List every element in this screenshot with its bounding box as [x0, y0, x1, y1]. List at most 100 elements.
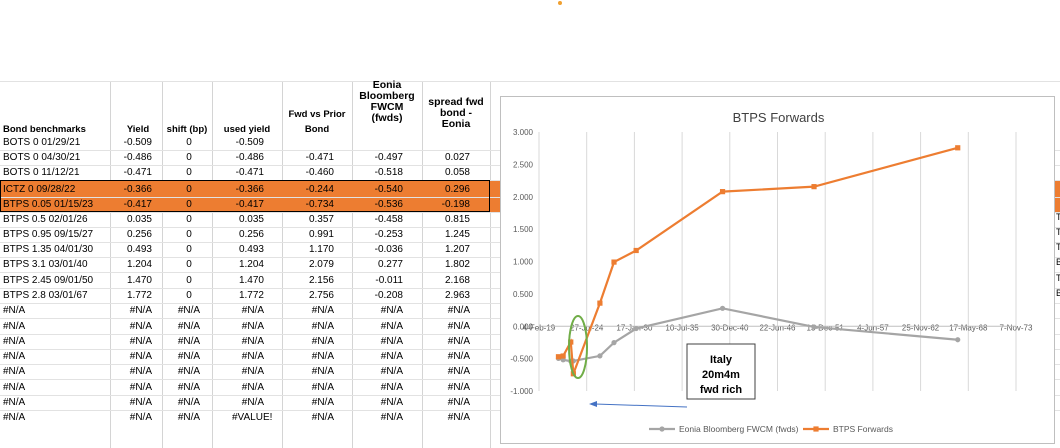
cell-eon[interactable]: #N/A	[380, 397, 403, 408]
cell-shift[interactable]: #N/A	[177, 321, 201, 332]
cell-spr[interactable]: 2.168	[444, 275, 470, 286]
cell-fwd[interactable]: -0.471	[305, 152, 334, 163]
cell-yield[interactable]: #N/A	[129, 366, 152, 377]
cell-used[interactable]: #N/A	[241, 336, 264, 347]
cell-fwd[interactable]: #N/A	[311, 412, 334, 423]
cell-spr[interactable]: 1.245	[444, 229, 470, 240]
cell-spr[interactable]: #N/A	[447, 305, 470, 316]
cell-name[interactable]: BOTS 0 11/12/21	[3, 167, 80, 178]
cell-used[interactable]: -0.509	[235, 137, 264, 148]
cell-name[interactable]: BTPS 0.5 02/01/26	[3, 214, 88, 225]
cell-name[interactable]: BOTS 0 01/29/21	[3, 137, 81, 148]
cell-spr[interactable]: 0.027	[444, 152, 470, 163]
cell-shift[interactable]: #N/A	[177, 366, 201, 377]
cell-yield[interactable]: 0.493	[126, 244, 152, 255]
cell-used[interactable]: -0.366	[235, 184, 264, 195]
cell-yield[interactable]: #N/A	[129, 336, 152, 347]
cell-yield[interactable]: -0.366	[123, 184, 152, 195]
cell-fwd[interactable]: #N/A	[311, 321, 334, 332]
edge-cell[interactable]: B	[1056, 288, 1060, 298]
cell-used[interactable]: -0.417	[235, 199, 264, 210]
cell-fwd[interactable]: -0.244	[305, 184, 334, 195]
cell-fwd[interactable]: 1.170	[308, 244, 334, 255]
cell-name[interactable]: #N/A	[3, 412, 26, 423]
cell-eon[interactable]: #N/A	[380, 412, 403, 423]
cell-used[interactable]: #VALUE!	[232, 412, 273, 423]
cell-spr[interactable]: 1.207	[444, 244, 470, 255]
cell-fwd[interactable]: #N/A	[311, 351, 334, 362]
cell-eon[interactable]: #N/A	[380, 351, 403, 362]
cell-shift[interactable]: 0	[186, 214, 192, 225]
cell-name[interactable]: #N/A	[3, 397, 26, 408]
cell-yield[interactable]: 0.256	[126, 229, 152, 240]
cell-yield[interactable]: #N/A	[129, 305, 152, 316]
cell-eon[interactable]: -0.253	[374, 229, 403, 240]
cell-yield[interactable]: -0.509	[123, 137, 152, 148]
cell-eon[interactable]: #N/A	[380, 321, 403, 332]
cell-yield[interactable]: -0.417	[123, 199, 152, 210]
cell-yield[interactable]: #N/A	[129, 321, 152, 332]
cell-shift[interactable]: #N/A	[177, 382, 201, 393]
edge-cell[interactable]: T	[1056, 227, 1060, 237]
header-used-yield[interactable]: used yield	[223, 124, 271, 135]
cell-used[interactable]: #N/A	[241, 351, 264, 362]
cell-name[interactable]: BOTS 0 04/30/21	[3, 152, 81, 163]
cell-eon[interactable]: -0.036	[374, 244, 403, 255]
cell-spr[interactable]: #N/A	[447, 351, 470, 362]
cell-eon[interactable]: -0.518	[374, 167, 403, 178]
cell-shift[interactable]: #N/A	[177, 351, 201, 362]
cell-eon[interactable]: -0.497	[374, 152, 403, 163]
cell-yield[interactable]: 1.470	[126, 275, 152, 286]
cell-fwd[interactable]: -0.460	[305, 167, 334, 178]
cell-fwd[interactable]: #N/A	[311, 305, 334, 316]
cell-name[interactable]: BTPS 2.45 09/01/50	[3, 275, 94, 286]
cell-fwd[interactable]: #N/A	[311, 336, 334, 347]
cell-yield[interactable]: 1.204	[126, 259, 152, 270]
edge-cell[interactable]: T	[1056, 242, 1060, 252]
cell-used[interactable]: #N/A	[241, 305, 264, 316]
cell-name[interactable]: BTPS 1.35 04/01/30	[3, 244, 94, 255]
cell-used[interactable]: #N/A	[241, 366, 264, 377]
cell-fwd[interactable]: -0.734	[305, 199, 334, 210]
cell-fwd[interactable]: 0.357	[308, 214, 334, 225]
cell-spr[interactable]: 0.296	[444, 184, 470, 195]
cell-eon[interactable]: -0.536	[374, 199, 403, 210]
cell-name[interactable]: BTPS 3.1 03/01/40	[3, 259, 88, 270]
cell-spr[interactable]: 1.802	[444, 259, 470, 270]
header-yield[interactable]: Yield	[126, 124, 150, 135]
cell-used[interactable]: #N/A	[241, 321, 264, 332]
cell-used[interactable]: 1.772	[238, 290, 264, 301]
cell-eon[interactable]: -0.011	[375, 275, 403, 286]
cell-name[interactable]: #N/A	[3, 351, 26, 362]
cell-name[interactable]: BTPS 2.8 03/01/67	[3, 290, 88, 301]
cell-eon[interactable]: #N/A	[380, 336, 403, 347]
cell-used[interactable]: 0.256	[238, 229, 264, 240]
header-eonia[interactable]: Eonia Bloomberg FWCM (fwds)	[354, 80, 420, 124]
cell-name[interactable]: #N/A	[3, 336, 26, 347]
cell-yield[interactable]: #N/A	[129, 397, 152, 408]
cell-eon[interactable]: -0.208	[374, 290, 403, 301]
cell-name[interactable]: ICTZ 0 09/28/22	[3, 184, 76, 195]
chart-panel[interactable]: BTPS Forwards 4-Feb-1927-Jul-2417-Jan-30…	[500, 96, 1055, 444]
cell-shift[interactable]: 0	[186, 229, 192, 240]
cell-fwd[interactable]: #N/A	[311, 382, 334, 393]
cell-spr[interactable]: 2.963	[444, 290, 470, 301]
cell-eon[interactable]: -0.540	[374, 184, 403, 195]
cell-shift[interactable]: 0	[186, 290, 192, 301]
header-spread[interactable]: spread fwd bond - Eonia	[423, 97, 489, 130]
cell-fwd[interactable]: 2.156	[308, 275, 334, 286]
cell-yield[interactable]: #N/A	[129, 382, 152, 393]
cell-spr[interactable]: 0.815	[444, 214, 470, 225]
cell-spr[interactable]: #N/A	[447, 321, 470, 332]
cell-fwd[interactable]: #N/A	[311, 366, 334, 377]
cell-eon[interactable]: -0.458	[374, 214, 403, 225]
cell-used[interactable]: 0.493	[238, 244, 264, 255]
cell-yield[interactable]: 0.035	[126, 214, 152, 225]
cell-fwd[interactable]: 2.756	[308, 290, 334, 301]
cell-shift[interactable]: 0	[186, 167, 192, 178]
cell-fwd[interactable]: 0.991	[308, 229, 334, 240]
cell-yield[interactable]: #N/A	[129, 351, 152, 362]
cell-spr[interactable]: -0.198	[441, 199, 470, 210]
cell-shift[interactable]: 0	[186, 184, 192, 195]
cell-shift[interactable]: #N/A	[177, 336, 201, 347]
